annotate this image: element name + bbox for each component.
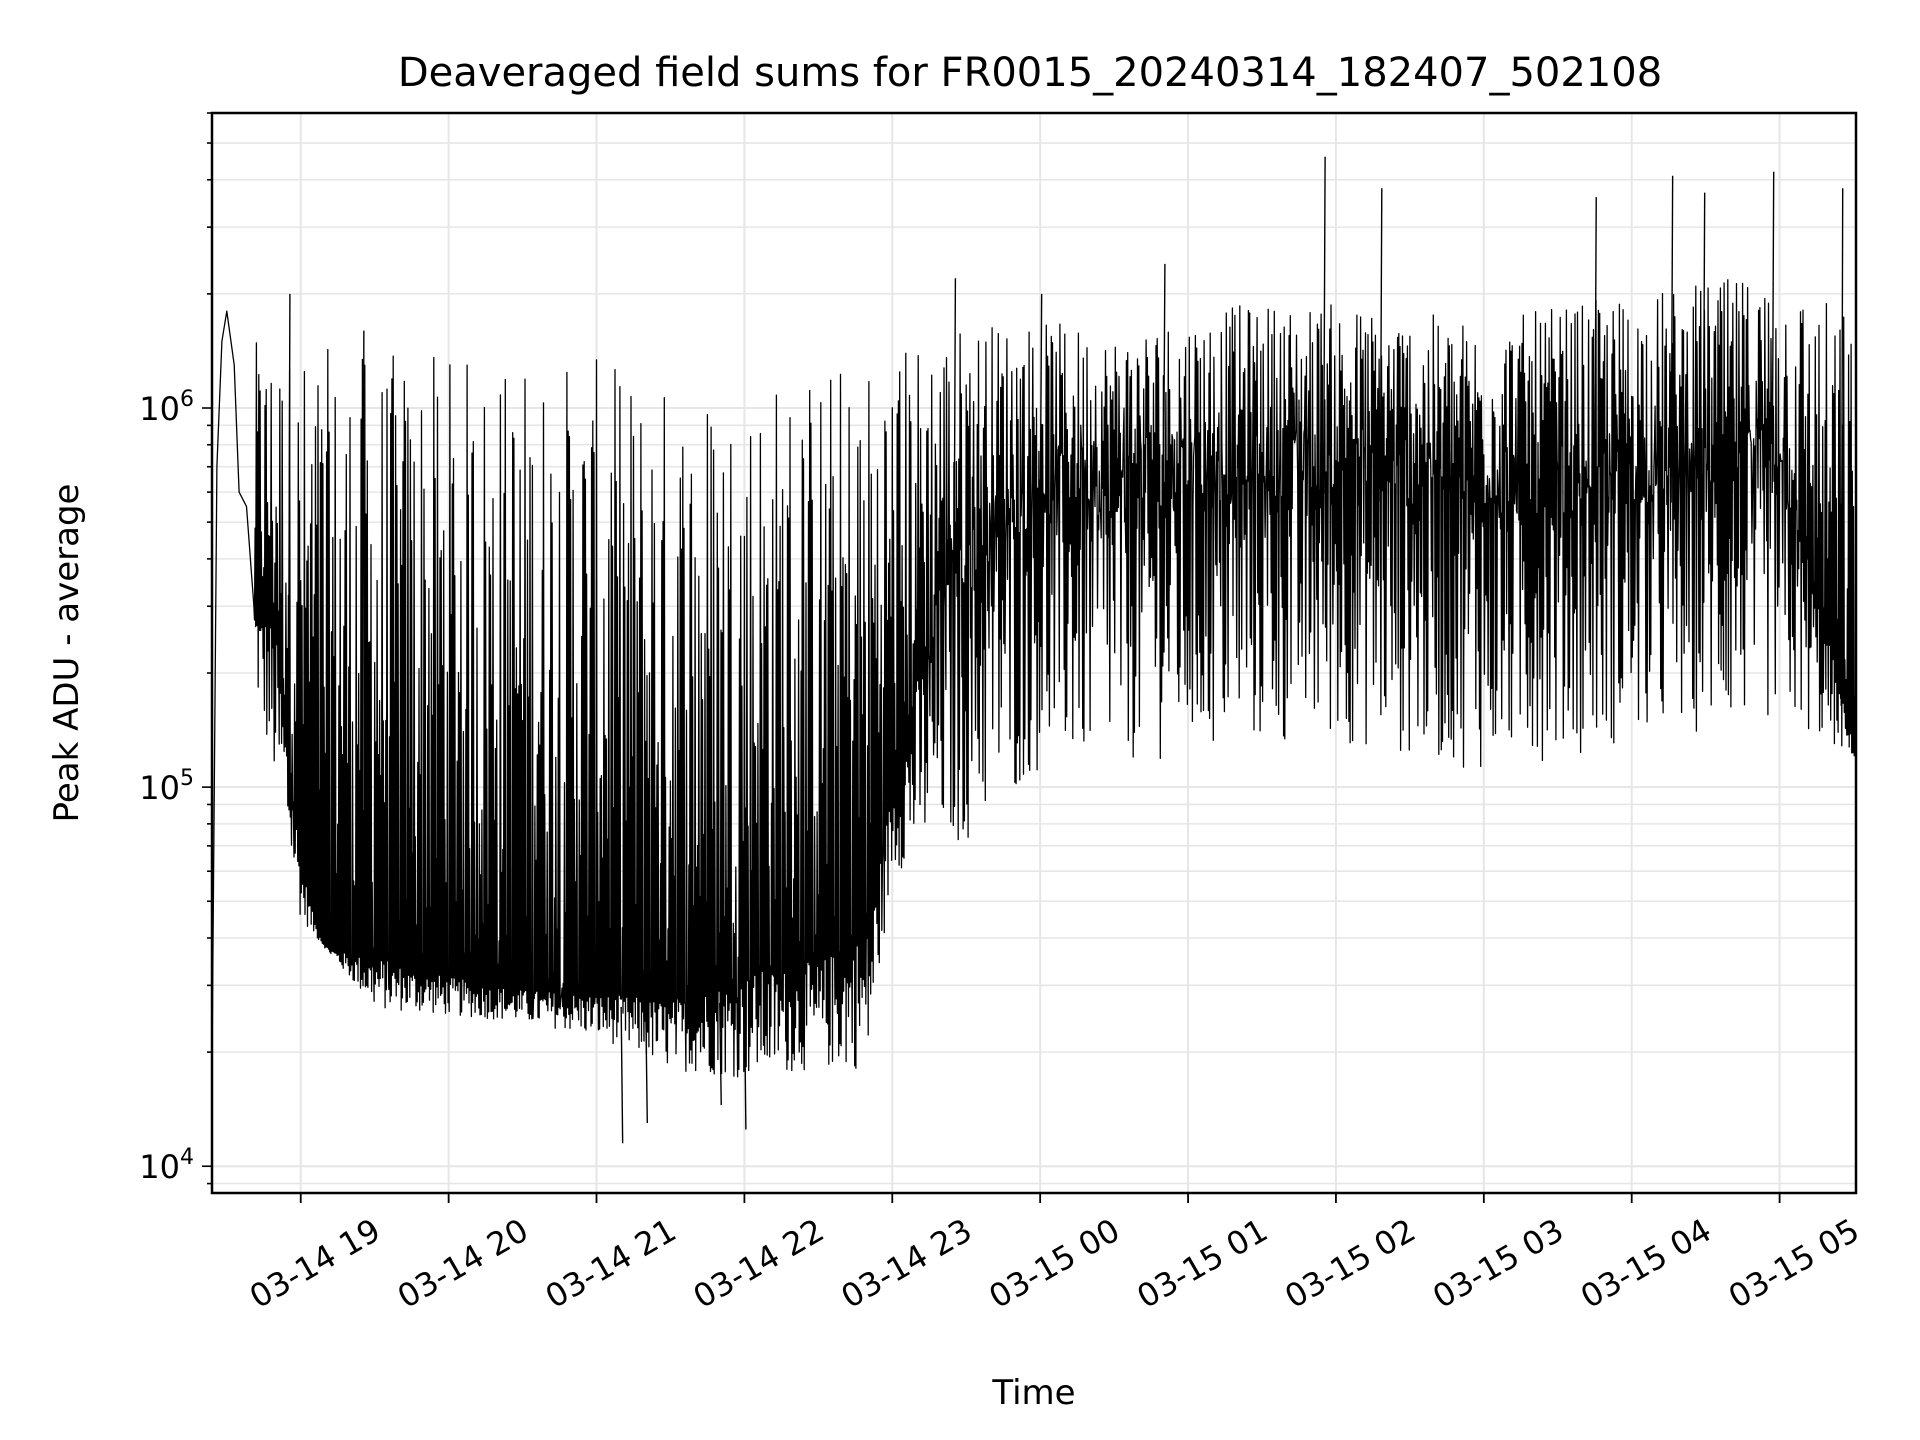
series-spike [1670, 175, 1674, 503]
x-axis-label: Time [991, 1373, 1075, 1413]
y-tick-base: 10 [139, 1148, 180, 1186]
y-tick-exponent: 6 [180, 387, 194, 412]
series-spike [1379, 188, 1383, 502]
series-spike [1322, 156, 1326, 494]
y-tick-base: 10 [139, 390, 180, 428]
series-spike [743, 996, 747, 1130]
series-spike [1840, 188, 1844, 706]
series-spike [1162, 263, 1166, 510]
y-tick-base: 10 [139, 769, 180, 807]
series-spike [953, 278, 957, 617]
y-tick-exponent: 5 [180, 766, 194, 791]
series-spike [645, 1011, 648, 1124]
y-tick-label: 105 [139, 766, 194, 807]
plot-frame [210, 111, 1858, 1195]
series-spike [1039, 293, 1043, 523]
series-spike [1594, 197, 1597, 511]
series-spike [361, 330, 365, 964]
chart-title: Deaveraged field sums for FR0015_2024031… [398, 50, 1662, 96]
series-path [211, 279, 1857, 1078]
y-tick-label: 104 [139, 1145, 194, 1186]
y-axis-label: Peak ADU - average [47, 484, 87, 823]
y-tick-label: 106 [139, 387, 194, 428]
series-spike [1702, 192, 1706, 500]
series-spike [287, 293, 291, 763]
series-spike [1771, 171, 1775, 493]
y-tick-exponent: 4 [180, 1145, 194, 1170]
series-spike [620, 1006, 624, 1144]
series-line [211, 156, 1857, 1144]
series-spike [719, 1002, 722, 1106]
